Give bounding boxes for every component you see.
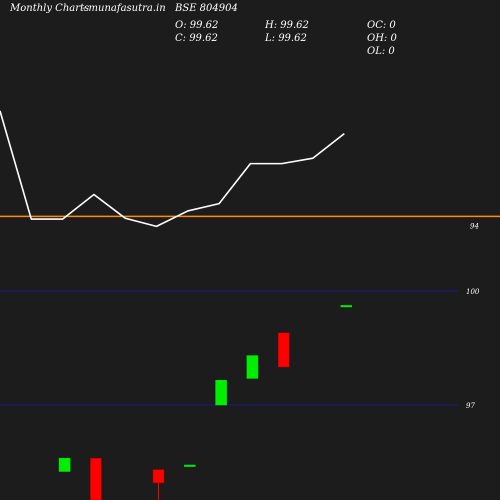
price-line xyxy=(0,110,345,228)
candle-tick-label: 100 xyxy=(466,288,480,296)
bull-candle xyxy=(58,457,71,472)
bear-candle xyxy=(277,332,290,368)
bull-candle xyxy=(246,355,259,379)
bear-candle xyxy=(90,457,102,500)
high-value: H: 99.62 xyxy=(265,20,309,31)
low-value: L: 99.62 xyxy=(265,33,307,44)
bull-candle xyxy=(215,380,227,406)
close-value: C: 99.62 xyxy=(175,33,218,44)
bull-candle xyxy=(184,464,196,467)
site-label[interactable]: - munafasutra.in xyxy=(82,3,166,14)
line-tick-label: 94 xyxy=(470,222,479,230)
ol-value: OL: 0 xyxy=(367,46,395,57)
symbol-label: BSE 804904 xyxy=(175,3,238,14)
candle-tick-label: 97 xyxy=(466,402,475,410)
oh-value: OH: 0 xyxy=(367,33,397,44)
bull-candle xyxy=(340,305,353,308)
bear-candle xyxy=(152,469,165,484)
oc-value: OC: 0 xyxy=(367,20,396,31)
brand-label: Monthly Charts xyxy=(10,3,90,14)
open-value: O: 99.62 xyxy=(175,20,219,31)
